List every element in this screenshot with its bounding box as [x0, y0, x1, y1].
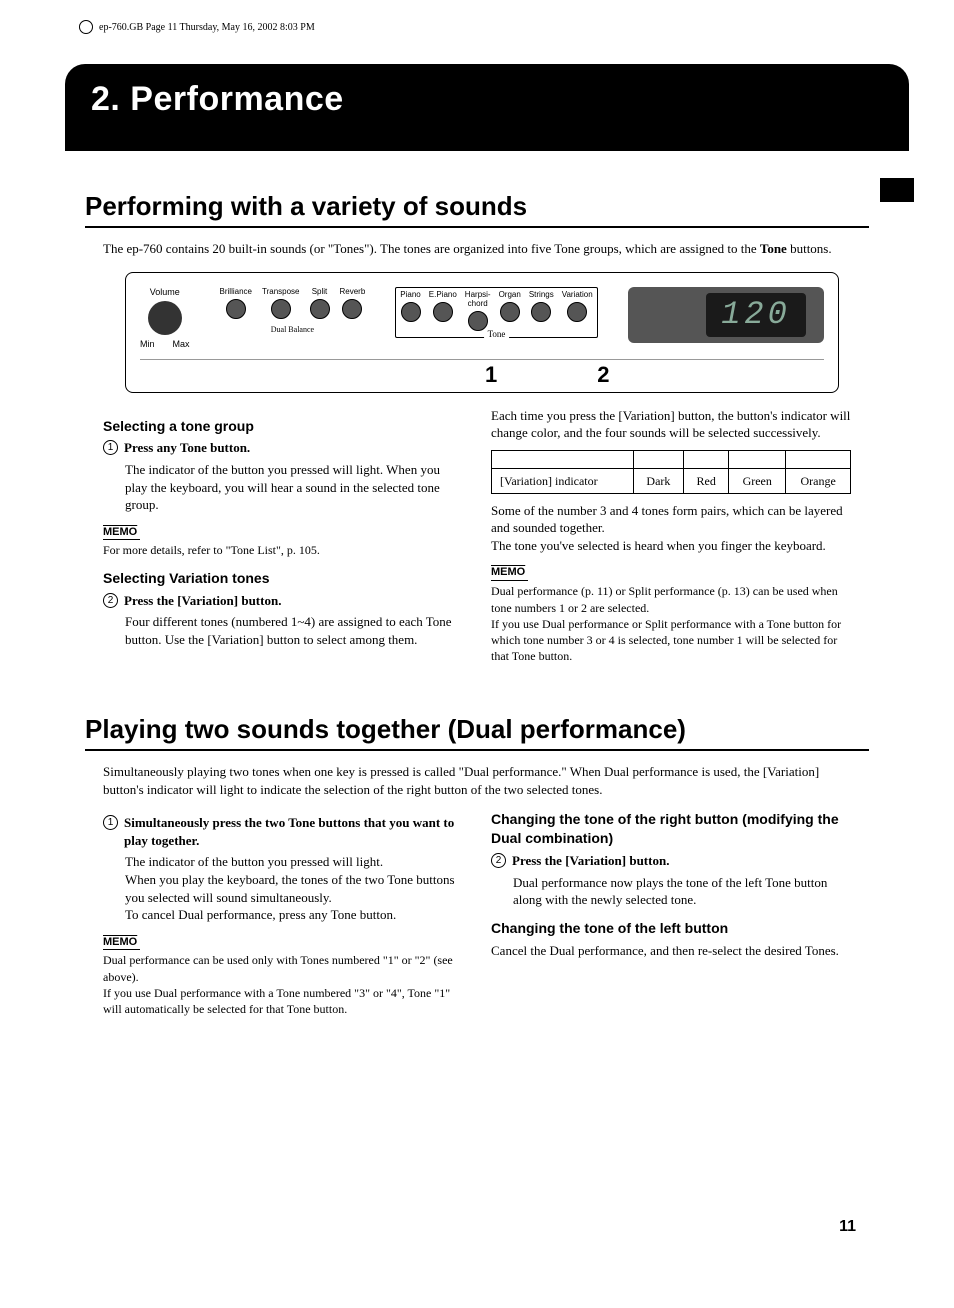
h3-variation: Selecting Variation tones [103, 569, 463, 588]
section1-intro: The ep-760 contains 20 built-in sounds (… [103, 240, 851, 258]
step-1-body: The indicator of the button you pressed … [125, 461, 463, 514]
volume-knob [148, 301, 182, 335]
volume-label: Volume [140, 287, 190, 297]
s2-step-2-body: Dual performance now plays the tone of t… [513, 874, 851, 909]
btn-epiano: E.Piano [429, 290, 457, 331]
volume-block: Volume Min Max [140, 287, 190, 349]
s2-step-2: 2 Press the [Variation] button. [491, 852, 851, 870]
display-readout: 120 [706, 293, 806, 337]
col-right-1: Each time you press the [Variation] butt… [491, 407, 869, 675]
table-row [492, 450, 851, 468]
step-num-1: 1 [103, 440, 118, 455]
right-p2: Some of the number 3 and 4 tones form pa… [491, 502, 851, 537]
right-p1: Each time you press the [Variation] butt… [491, 407, 851, 442]
intro-text-1: The ep-760 contains 20 built-in sounds (… [103, 241, 760, 256]
step-2-title: Press the [Variation] button. [124, 592, 281, 610]
panel-top-row: Volume Min Max Brilliance Transpose Spli… [140, 287, 824, 349]
section-title-1: Performing with a variety of sounds [85, 191, 869, 228]
btn-organ: Organ [499, 290, 521, 331]
minmax: Min Max [140, 339, 190, 349]
col-left-2: 1 Simultaneously press the two Tone butt… [85, 810, 463, 1027]
h3-left-button: Changing the tone of the left button [491, 919, 851, 938]
memo-tag-3: MEMO [103, 935, 140, 951]
s2-step-1-title: Simultaneously press the two Tone button… [124, 814, 463, 849]
page: ep-760.GB Page 11 Thursday, May 16, 2002… [0, 0, 954, 1308]
step-num-2: 2 [103, 593, 118, 608]
control-panel-figure: Volume Min Max Brilliance Transpose Spli… [125, 272, 839, 393]
fig-1: 1 [485, 362, 497, 388]
btn-row-a: Brilliance Transpose Split Reverb [220, 287, 366, 319]
button-group-a: Brilliance Transpose Split Reverb Dual B… [220, 287, 366, 336]
btn-transpose: Transpose [262, 287, 300, 319]
h3-right-button: Changing the tone of the right button (m… [491, 810, 851, 848]
s2-step-1: 1 Simultaneously press the two Tone butt… [103, 814, 463, 849]
btn-reverb: Reverb [340, 287, 366, 319]
btn-split: Split [310, 287, 330, 319]
memo-tag-2: MEMO [491, 565, 528, 581]
memo-3-body: Dual performance can be used only with T… [103, 952, 463, 1017]
max-label: Max [173, 339, 190, 349]
s2-step-num-1: 1 [103, 815, 118, 830]
table-row: [Variation] indicatorDarkRedGreenOrange [492, 468, 851, 493]
step-2: 2 Press the [Variation] button. [103, 592, 463, 610]
section2-intro: Simultaneously playing two tones when on… [103, 763, 851, 798]
circle-icon [79, 20, 93, 34]
memo-2-body: Dual performance (p. 11) or Split perfor… [491, 583, 851, 664]
h3-selecting-group: Selecting a tone group [103, 417, 463, 436]
step-2-body: Four different tones (numbered 1~4) are … [125, 613, 463, 648]
chapter-banner: 2. Performance [65, 64, 909, 151]
intro-bold: Tone [760, 241, 787, 256]
columns-1: Selecting a tone group 1 Press any Tone … [85, 407, 869, 675]
header-text: ep-760.GB Page 11 Thursday, May 16, 2002… [99, 22, 315, 33]
header-file-info: ep-760.GB Page 11 Thursday, May 16, 2002… [79, 20, 869, 34]
s2-step-2-title: Press the [Variation] button. [512, 852, 669, 870]
btn-harpsichord: Harpsi- chord [465, 290, 491, 331]
memo-1-body: For more details, refer to "Tone List", … [103, 542, 463, 558]
columns-2: 1 Simultaneously press the two Tone butt… [85, 810, 869, 1027]
s2-step-num-2: 2 [491, 853, 506, 868]
tone-row: Piano E.Piano Harpsi- chord Organ String… [400, 290, 592, 331]
page-tab [880, 178, 914, 202]
tone-label: Tone [484, 329, 510, 339]
display-area: 120 [628, 287, 824, 343]
right-p3: The tone you've selected is heard when y… [491, 537, 851, 555]
tone-group: Piano E.Piano Harpsi- chord Organ String… [395, 287, 597, 338]
btn-piano: Piano [400, 290, 420, 331]
col-right-2: Changing the tone of the right button (m… [491, 810, 869, 1027]
variation-table: [Variation] indicatorDarkRedGreenOrange [491, 450, 851, 494]
btn-strings: Strings [529, 290, 554, 331]
intro-text-2: buttons. [787, 241, 832, 256]
memo-tag-1: MEMO [103, 525, 140, 541]
dual-balance-label: Dual Balance [220, 325, 366, 334]
btn-brilliance: Brilliance [220, 287, 252, 319]
step-1: 1 Press any Tone button. [103, 439, 463, 457]
step-1-title: Press any Tone button. [124, 439, 250, 457]
section-title-2: Playing two sounds together (Dual perfor… [85, 714, 869, 751]
min-label: Min [140, 339, 155, 349]
btn-variation: Variation [562, 290, 593, 331]
col-left-1: Selecting a tone group 1 Press any Tone … [85, 407, 463, 675]
fig-2: 2 [597, 362, 609, 388]
s2-step-1-body: The indicator of the button you pressed … [125, 853, 463, 923]
figure-numbers: 1 2 [140, 359, 824, 388]
page-number: 11 [839, 1218, 856, 1236]
s2-right-p1: Cancel the Dual performance, and then re… [491, 942, 851, 960]
